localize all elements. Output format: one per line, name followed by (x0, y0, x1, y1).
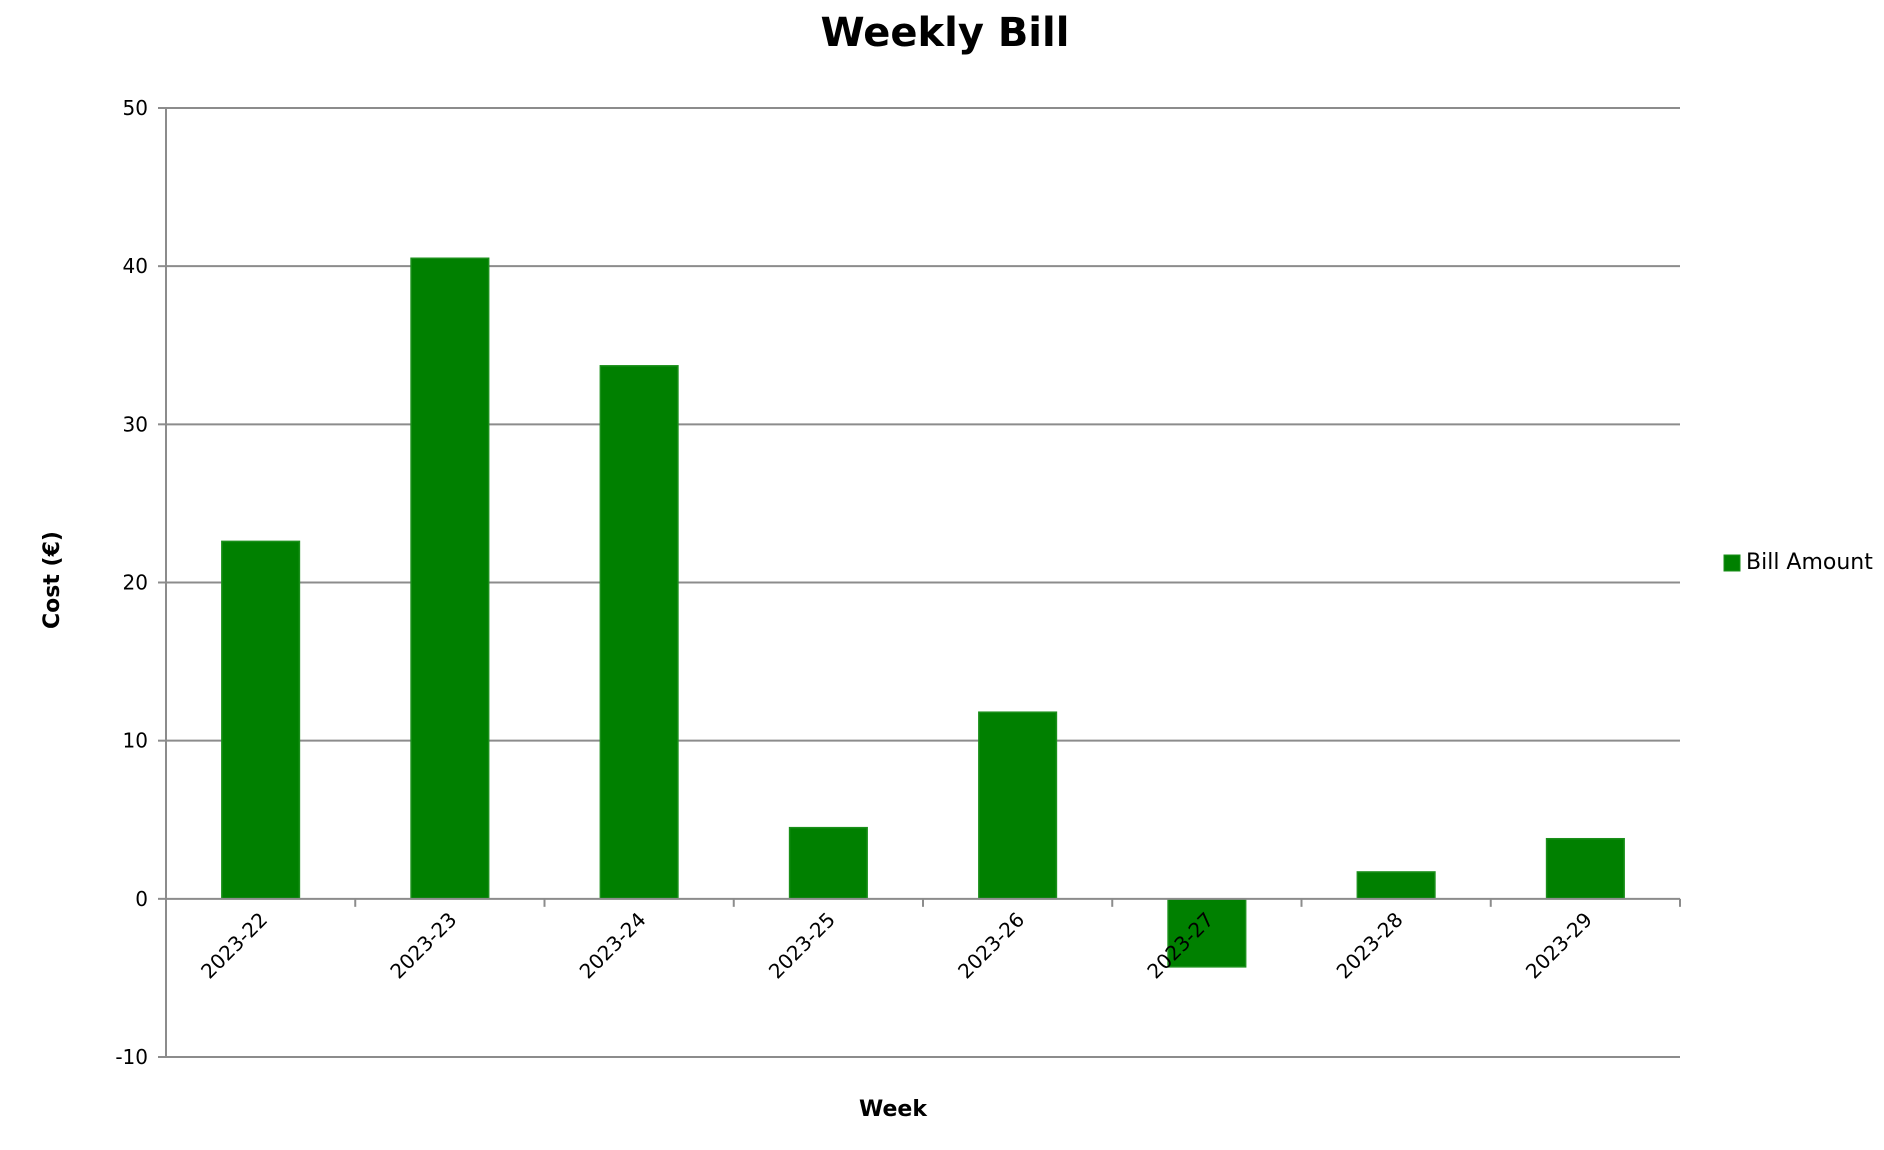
x-axis-title: Week (859, 1097, 928, 1122)
axes-layer (158, 107, 1681, 1058)
y-tick-label: 20 (123, 571, 148, 595)
legend: Bill Amount (1723, 550, 1873, 575)
bar-2023-29 (1545, 837, 1625, 900)
x-tick-label: 2023-28 (1332, 907, 1408, 983)
x-tick-label: 2023-26 (953, 907, 1029, 983)
bar-2023-24 (599, 365, 679, 900)
chart-title: Weekly Bill (821, 10, 1070, 56)
y-tick-label: 50 (123, 96, 148, 120)
y-tick-label: 0 (135, 887, 148, 911)
bar-2023-22 (221, 540, 301, 900)
y-tick-label: 10 (123, 729, 148, 753)
bar-2023-25 (788, 826, 868, 900)
bar-2023-28 (1356, 871, 1436, 900)
y-axis-title: Cost (€) (40, 531, 65, 629)
y-tick-label: 30 (123, 412, 148, 436)
bar-2023-27 (1167, 898, 1247, 968)
bar-2023-23 (410, 257, 490, 900)
y-tick-label: 40 (123, 254, 148, 278)
y-tick-label: -10 (115, 1045, 148, 1069)
legend-swatch-bill-amount (1723, 554, 1741, 572)
grid-layer (166, 107, 1680, 1058)
x-tick-label: 2023-24 (575, 907, 651, 983)
x-tick-label: 2023-23 (385, 907, 461, 983)
legend-label-bill-amount: Bill Amount (1746, 550, 1873, 575)
bars-layer (221, 257, 1625, 968)
bar-2023-26 (978, 711, 1058, 900)
x-tick-label: 2023-29 (1521, 907, 1597, 983)
x-tick-label: 2023-22 (196, 907, 272, 983)
x-tick-label: 2023-25 (764, 907, 840, 983)
